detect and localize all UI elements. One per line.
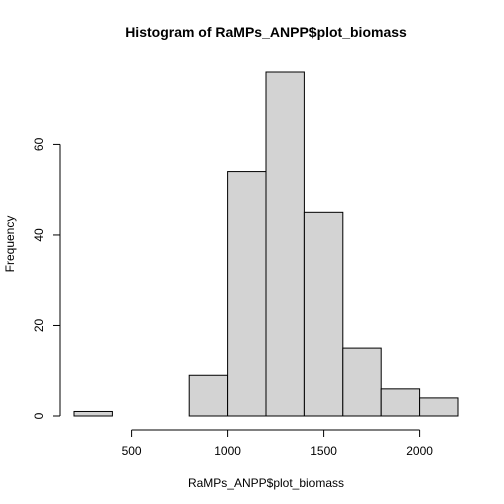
histogram-bar	[419, 397, 459, 417]
x-tick-label: 500	[122, 444, 142, 458]
y-tick-label: 60	[32, 137, 46, 151]
histogram-bar	[73, 410, 113, 417]
x-tick-label: 2000	[406, 444, 433, 458]
x-axis-label: RaMPs_ANPP$plot_biomass	[188, 476, 344, 490]
y-tick-label: 40	[32, 228, 46, 242]
bars-group	[73, 71, 459, 417]
x-tick-label: 1000	[214, 444, 241, 458]
y-axis-label: Frequency	[3, 216, 17, 273]
y-tick-label: 20	[32, 318, 46, 332]
chart-title: Histogram of RaMPs_ANPP$plot_biomass	[125, 24, 407, 40]
histogram-bar	[380, 388, 421, 417]
histogram-bar	[265, 71, 305, 417]
y-axis: 0 20 40 60	[32, 137, 61, 419]
histogram-bar	[342, 347, 382, 417]
y-tick-label: 0	[32, 412, 46, 419]
x-tick-label: 1500	[310, 444, 337, 458]
histogram-bar	[227, 171, 267, 417]
x-axis: 500 1000 1500 2000	[122, 429, 433, 458]
histogram-bar	[188, 374, 229, 417]
histogram-bar	[303, 211, 344, 417]
